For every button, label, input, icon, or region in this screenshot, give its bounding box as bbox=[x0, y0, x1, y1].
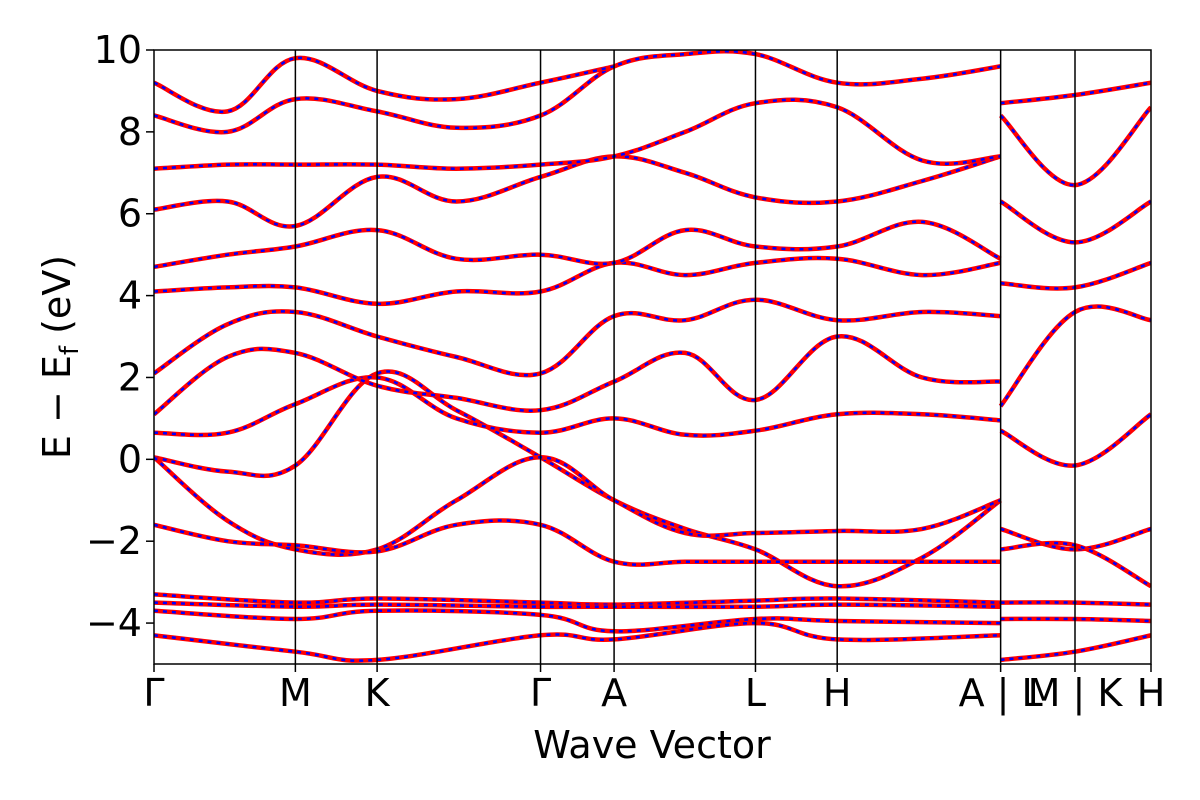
band-line-blue-5 bbox=[154, 298, 1001, 377]
band-line-red-18 bbox=[1000, 260, 1151, 291]
y-tick-label-5: 0 bbox=[118, 437, 142, 481]
band-line-blue-20 bbox=[999, 106, 1151, 187]
y-axis-title-subscript: f bbox=[55, 345, 85, 355]
band-line-blue-8 bbox=[154, 155, 1001, 228]
band-line-blue-2 bbox=[154, 519, 1001, 566]
x-tick-label-7: A | L bbox=[959, 671, 1043, 716]
band-line-blue-22 bbox=[1000, 527, 1151, 551]
band-line-red-20 bbox=[998, 105, 1151, 188]
band-line-red-9 bbox=[154, 97, 1001, 171]
band-line-blue-12 bbox=[154, 593, 1001, 606]
y-tick-label-1: 8 bbox=[118, 110, 142, 154]
x-tick-label-9: H bbox=[1137, 671, 1166, 715]
y-tick-label-0: 10 bbox=[94, 28, 142, 72]
band-line-red-26 bbox=[1000, 633, 1151, 663]
bands-layer bbox=[154, 50, 1151, 663]
band-line-blue-10 bbox=[154, 50, 1001, 134]
band-line-red-0 bbox=[154, 369, 1002, 589]
band-line-red-16 bbox=[999, 412, 1151, 468]
y-tick-label-2: 6 bbox=[118, 192, 142, 236]
band-line-blue-7 bbox=[154, 220, 1002, 269]
band-line-blue-6 bbox=[154, 256, 1001, 306]
x-tick-label-5: L bbox=[745, 671, 766, 715]
band-line-red-17 bbox=[998, 304, 1151, 408]
y-axis-ticks: 10 8 6 4 2 0 −2 −4 bbox=[86, 28, 154, 645]
band-line-blue-16 bbox=[1000, 413, 1151, 467]
band-line-blue-19 bbox=[999, 200, 1151, 244]
band-line-red-19 bbox=[999, 199, 1151, 245]
band-line-red-15 bbox=[154, 620, 1001, 663]
y-tick-label-3: 4 bbox=[118, 274, 142, 318]
high-symmetry-lines bbox=[294, 50, 1076, 664]
band-line-blue-17 bbox=[999, 305, 1151, 407]
y-tick-label-6: −2 bbox=[86, 519, 142, 563]
band-line-blue-13 bbox=[154, 601, 1001, 609]
band-line-blue-11 bbox=[154, 56, 615, 114]
x-tick-label-8: M | K bbox=[1028, 671, 1124, 716]
x-axis-ticks: Γ M K Γ A L H A | LM | K H bbox=[143, 664, 1165, 716]
x-tick-label-1: M bbox=[279, 671, 312, 715]
x-tick-label-2: K bbox=[365, 671, 391, 715]
x-tick-label-4: A bbox=[601, 671, 627, 715]
band-line-blue-1 bbox=[154, 456, 1002, 556]
band-line-red-3 bbox=[154, 375, 1001, 438]
y-axis-title: E − Ef (eV) bbox=[35, 255, 85, 459]
band-line-red-11 bbox=[154, 55, 615, 115]
plot-frame bbox=[153, 49, 1152, 665]
x-tick-label-0: Γ bbox=[143, 671, 164, 715]
x-tick-label-3: Γ bbox=[530, 671, 551, 715]
y-tick-label-7: −4 bbox=[86, 601, 142, 645]
y-axis-title-main: E − E bbox=[35, 355, 79, 459]
y-axis-title-unit: (eV) bbox=[35, 255, 79, 346]
x-tick-label-6: H bbox=[823, 671, 852, 715]
band-line-red-8 bbox=[154, 154, 1002, 229]
y-tick-label-4: 2 bbox=[118, 355, 142, 399]
x-axis-title: Wave Vector bbox=[533, 723, 771, 767]
band-line-blue-9 bbox=[154, 98, 1001, 170]
